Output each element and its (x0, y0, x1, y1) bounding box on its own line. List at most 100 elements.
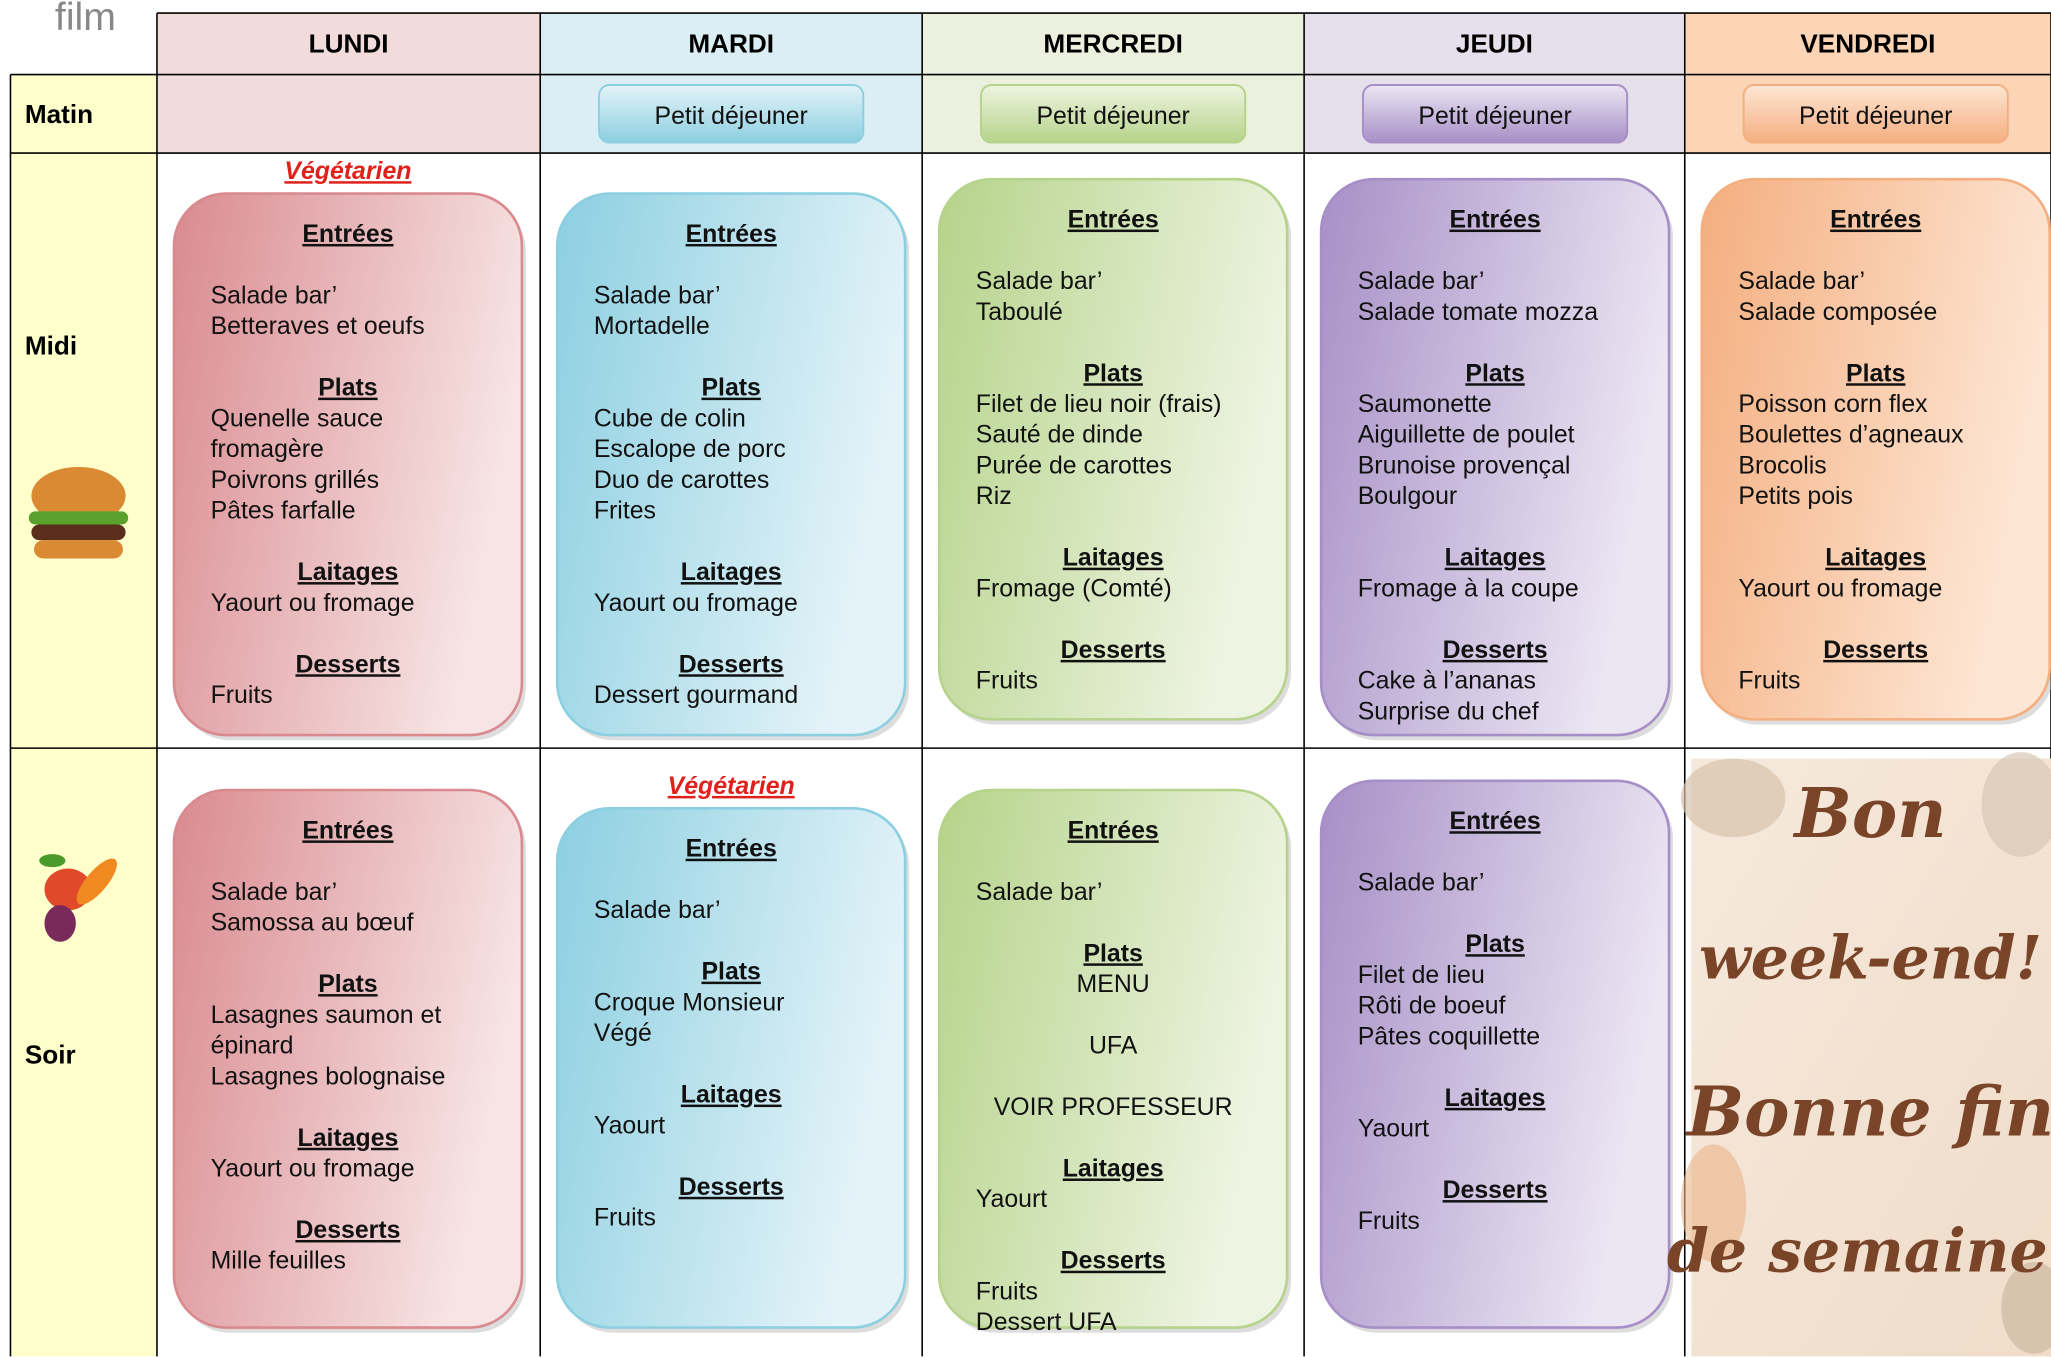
day-header: VENDREDI (1800, 28, 1935, 58)
menu-item: Salade bar’ (594, 282, 721, 309)
menu-card (1319, 779, 1671, 1329)
section-title: Laitages (1063, 1156, 1164, 1183)
section-title: Entrées (1068, 817, 1159, 844)
menu-item: Salade bar’ (1358, 870, 1485, 897)
section-title: Desserts (295, 1217, 400, 1244)
breakfast-button (1361, 84, 1629, 144)
menu-card (555, 807, 907, 1329)
breakfast-label: Petit déjeuner (1036, 103, 1189, 130)
day-header: MERCREDI (1043, 28, 1182, 58)
menu-item: Poisson corn flex (1738, 391, 1928, 418)
section-title: Entrées (302, 221, 393, 248)
menu-item: Cube de colin (594, 405, 746, 432)
section-title: Entrées (1830, 207, 1921, 234)
section-title: Plats (1846, 360, 1905, 387)
menu-card (172, 788, 524, 1329)
blob (2001, 1262, 2051, 1354)
menu-item: Filet de lieu (1358, 962, 1485, 989)
section-title: Laitages (1825, 545, 1926, 572)
menu-item: Fruits (211, 682, 273, 709)
menu-item: Salade tomate mozza (1358, 299, 1598, 326)
menu-item: Salade bar’ (211, 282, 338, 309)
menu-item: Fruits (1358, 1208, 1420, 1235)
section-title: Desserts (679, 1174, 784, 1201)
menu-item: Fruits (1738, 668, 1800, 695)
menu-item: Salade bar’ (1738, 268, 1865, 295)
section-title: Plats (1083, 940, 1142, 967)
section-title: Entrées (302, 817, 393, 844)
menu-card (937, 177, 1289, 721)
menu-item: Surprise du chef (1358, 698, 1539, 725)
day-header-bg (156, 13, 541, 75)
menu-item: Lasagnes saumon et (211, 1002, 442, 1029)
menu-item: Boulettes d’agneaux (1738, 422, 1964, 449)
carrot (76, 858, 117, 905)
section-title: Laitages (681, 1082, 782, 1109)
menu-item: Fruits (976, 668, 1038, 695)
leaf (39, 854, 66, 868)
menu-item: Duo de carottes (594, 467, 769, 494)
vegetable-icon (39, 854, 117, 942)
menu-item: Brunoise provençal (1358, 452, 1571, 479)
menu-item: Riz (976, 483, 1012, 510)
menu-item: Croque Monsieur (594, 989, 785, 1016)
patty (31, 524, 126, 541)
section-title: Plats (318, 375, 377, 402)
section-title: Desserts (1443, 1177, 1548, 1204)
blob (1981, 752, 2051, 857)
menu-item: Lasagnes bolognaise (211, 1063, 446, 1090)
menu-card (172, 192, 524, 737)
menu-item: Fromage à la coupe (1358, 575, 1579, 602)
menu-item: Mortadelle (594, 313, 710, 340)
day-header-bg (540, 13, 923, 75)
breakfast-label: Petit déjeuner (1799, 103, 1952, 130)
menu-item: épinard (211, 1033, 294, 1060)
menu-item: Dessert gourmand (594, 682, 798, 709)
menu-item: Fruits (976, 1278, 1038, 1305)
logo: film (55, 0, 116, 39)
vegetarian-tag: Végétarien (284, 158, 411, 185)
section-title: Entrées (1450, 207, 1541, 234)
section-title: Entrées (1450, 808, 1541, 835)
breakfast-button (1742, 84, 2009, 144)
menu-item: Salade bar’ (976, 268, 1103, 295)
menu-item: Aiguillette de poulet (1358, 422, 1575, 449)
menu-item: UFA (1089, 1033, 1138, 1060)
menu-item: Végé (594, 1020, 652, 1047)
lettuce (28, 511, 129, 525)
menu-card (1700, 177, 2051, 721)
day-header: JEUDI (1456, 28, 1533, 58)
menu-item: Sauté de dinde (976, 422, 1143, 449)
menu-item: Yaourt ou fromage (211, 590, 415, 617)
burger-icon (28, 466, 129, 559)
menu-item: Salade bar’ (211, 879, 338, 906)
menu-item: Yaourt (594, 1112, 665, 1139)
menu-item: Yaourt (976, 1186, 1047, 1213)
menu-item: MENU (1077, 971, 1150, 998)
menu-card (555, 192, 907, 737)
onion (44, 905, 76, 942)
menu-item: Boulgour (1358, 483, 1457, 510)
left-column (10, 74, 157, 1357)
section-title: Desserts (1823, 637, 1928, 664)
breakfast-button (980, 84, 1247, 144)
day-header-bg (1684, 13, 2051, 75)
breakfast-label: Petit déjeuner (1418, 103, 1571, 130)
breakfast-button (598, 84, 865, 144)
day-header-bg (1304, 13, 1685, 75)
section-title: Plats (1083, 360, 1142, 387)
section-title: Plats (1465, 931, 1524, 958)
section-title: Entrées (686, 221, 777, 248)
section-title: Plats (1465, 360, 1524, 387)
menu-item: Filet de lieu noir (frais) (976, 391, 1222, 418)
day-header-bg (922, 13, 1305, 75)
menu-item: Pâtes farfalle (211, 498, 356, 525)
menu-item: Salade bar’ (976, 879, 1103, 906)
menu-item: fromagère (211, 436, 324, 463)
menu-item: Yaourt ou fromage (211, 1156, 415, 1183)
menu-item: Salade bar’ (594, 897, 721, 924)
weekend-text: week-end! (1699, 923, 2042, 993)
section-title: Plats (701, 959, 760, 986)
menu-item: Taboulé (976, 299, 1063, 326)
